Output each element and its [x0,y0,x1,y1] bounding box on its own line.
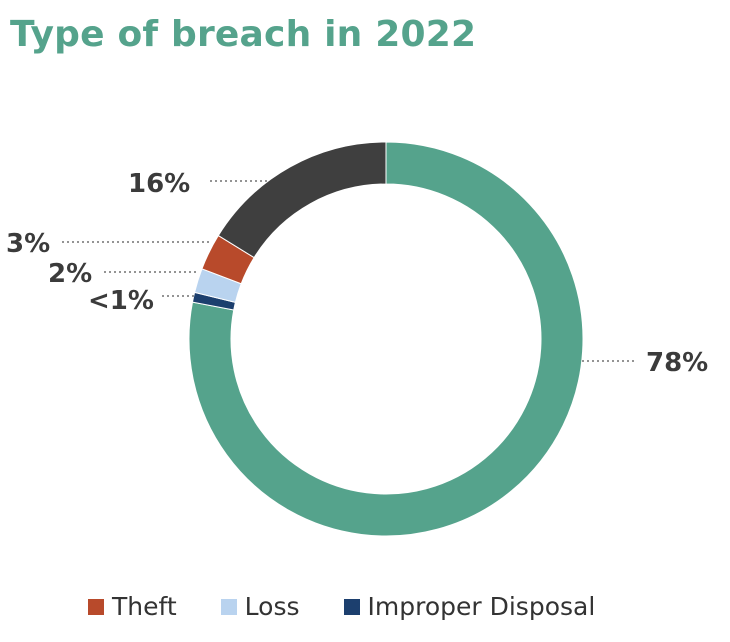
donut-slice-1 [188,141,584,537]
donut-chart: 78% 16% 3% 2% <1% [6,141,708,537]
legend-item-theft: Theft [88,592,177,621]
leader-lines [62,180,636,362]
legend-label-improper-disposal: Improper Disposal [367,592,596,621]
legend-item-improper-disposal: Improper Disposal [343,592,596,621]
legend-swatch-improper-disposal [343,598,360,615]
data-label-2: 2% [48,259,92,289]
donut-slices [188,141,584,537]
chart-title: Type of breach in 2022 [10,14,477,55]
legend-item-loss: Loss [220,592,300,621]
data-label-3: 3% [6,229,50,259]
data-label-16: 16% [128,169,190,199]
donut-slice-5 [217,141,387,259]
data-label-78: 78% [646,348,708,378]
legend-label-loss: Loss [244,592,300,621]
data-label-lt1: <1% [88,286,154,316]
legend: Theft Loss Improper Disposal [88,592,639,621]
legend-swatch-theft [88,598,104,615]
legend-swatch-loss [220,598,237,615]
legend-label-theft: Theft [112,592,177,621]
data-labels: 78% 16% 3% 2% <1% [6,169,708,378]
